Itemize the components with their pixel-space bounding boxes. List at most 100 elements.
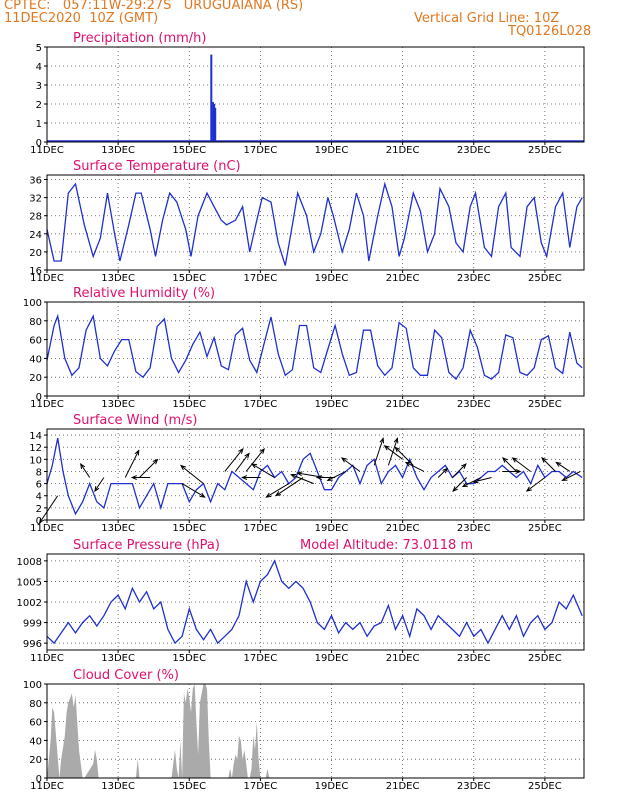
wind-vector-head (265, 492, 272, 498)
y-tick-label: 2 (36, 100, 42, 111)
x-tick-label: 21DEC (386, 781, 420, 792)
wind-vector (181, 483, 205, 498)
x-tick-label: 19DEC (315, 145, 349, 156)
x-tick-label: 19DEC (315, 273, 349, 284)
wind-vector (452, 477, 467, 492)
x-tick-label: 17DEC (244, 273, 278, 284)
wind-vector-head (326, 476, 333, 482)
wind-vector-head (290, 474, 297, 479)
wind-vector (462, 477, 482, 487)
y-tick-label: 0 (36, 392, 42, 403)
x-tick-label: 25DEC (528, 273, 562, 284)
wind-vector (180, 465, 204, 484)
wind-vector (251, 463, 275, 478)
x-tick-label: 25DEC (528, 399, 562, 410)
x-tick-label: 25DEC (528, 145, 562, 156)
panel-title: Precipitation (mm/h) (73, 31, 206, 46)
y-tick-label: 3 (36, 81, 42, 92)
y-tick-label: 32 (29, 194, 42, 205)
y-tick-label: 2 (36, 504, 42, 515)
cloud-cover-area (47, 684, 583, 778)
wind-vector-head (561, 476, 568, 482)
header-date: 11DEC2020 10Z (GMT) (4, 11, 159, 26)
y-tick-label: 20 (29, 248, 42, 259)
wind-vector-head (340, 457, 347, 463)
wind-vector-head (515, 469, 522, 474)
wind-vector-head (79, 462, 86, 470)
x-tick-label: 11DEC (30, 781, 64, 792)
wind-vector (555, 462, 571, 472)
y-tick-label: 0 (36, 516, 42, 527)
y-tick-label: 100 (23, 298, 42, 309)
y-tick-label: 12 (29, 443, 42, 454)
x-tick-label: 11DEC (30, 399, 64, 410)
y-tick-label: 999 (23, 619, 42, 630)
x-tick-label: 23DEC (457, 399, 491, 410)
panel-frame (46, 428, 585, 521)
wind-vector-head (38, 517, 45, 524)
y-tick-label: 1005 (17, 577, 42, 588)
wind-vector (541, 457, 556, 472)
wind-vector (139, 459, 158, 478)
x-tick-label: 21DEC (386, 145, 420, 156)
y-tick-label: 4 (36, 62, 42, 73)
wind-vector-head (238, 447, 244, 454)
x-tick-label: 15DEC (172, 273, 206, 284)
panel-title: Surface Wind (m/s) (73, 413, 197, 428)
x-tick-label: 15DEC (172, 145, 206, 156)
wind-vector (224, 448, 244, 472)
y-tick-label: 4 (36, 492, 42, 503)
wind-vector (341, 457, 361, 472)
wind-vector (405, 462, 425, 472)
wind-vector-head (94, 486, 100, 493)
wind-vector-head (502, 457, 508, 463)
precip-bar (213, 104, 216, 142)
pressure-series-line (46, 559, 583, 645)
wind-vector (327, 471, 346, 481)
y-tick-label: 28 (29, 212, 42, 223)
y-tick-label: 10 (29, 455, 42, 466)
x-tick-label: 21DEC (386, 653, 420, 664)
wind-vector (512, 457, 531, 472)
wind-vector-head (394, 446, 401, 453)
wind-vector-head (511, 457, 518, 463)
y-tick-label: 16 (29, 266, 42, 277)
y-tick-label: 1008 (17, 557, 42, 568)
wind-vector-head (259, 447, 265, 454)
wind-vector (562, 471, 581, 481)
x-tick-label: 19DEC (315, 653, 349, 664)
x-tick-label: 11DEC (30, 653, 64, 664)
wind-vector-head (555, 461, 562, 467)
wind-vector (291, 474, 314, 485)
y-tick-label: 40 (29, 736, 42, 747)
wind-vector-head (461, 482, 468, 488)
x-tick-label: 25DEC (528, 653, 562, 664)
x-tick-label: 19DEC (315, 399, 349, 410)
x-tick-label: 17DEC (244, 781, 278, 792)
wind-vector-head (315, 475, 322, 480)
wind-vector-head (130, 475, 137, 480)
wind-vector (473, 477, 492, 483)
x-tick-label: 21DEC (386, 399, 420, 410)
x-tick-label: 17DEC (244, 523, 278, 534)
y-tick-label: 24 (29, 230, 42, 241)
y-tick-label: 20 (29, 755, 42, 766)
wind-vector-head (541, 457, 547, 463)
x-tick-label: 11DEC (30, 145, 64, 156)
x-tick-label: 23DEC (457, 781, 491, 792)
y-tick-label: 60 (29, 336, 42, 347)
x-tick-label: 15DEC (172, 781, 206, 792)
wind-vector-head (393, 437, 399, 444)
wind-vector (80, 463, 91, 478)
wind-vector (245, 448, 265, 472)
y-tick-label: 996 (23, 639, 42, 650)
x-tick-label: 17DEC (244, 653, 278, 664)
x-tick-label: 21DEC (386, 523, 420, 534)
wind-vector (452, 463, 467, 478)
x-tick-label: 23DEC (457, 523, 491, 534)
wind-vector-head (251, 463, 258, 469)
x-tick-label: 25DEC (528, 523, 562, 534)
wind-vector-head (152, 458, 159, 465)
panel-title: Surface Pressure (hPa) (73, 538, 220, 553)
